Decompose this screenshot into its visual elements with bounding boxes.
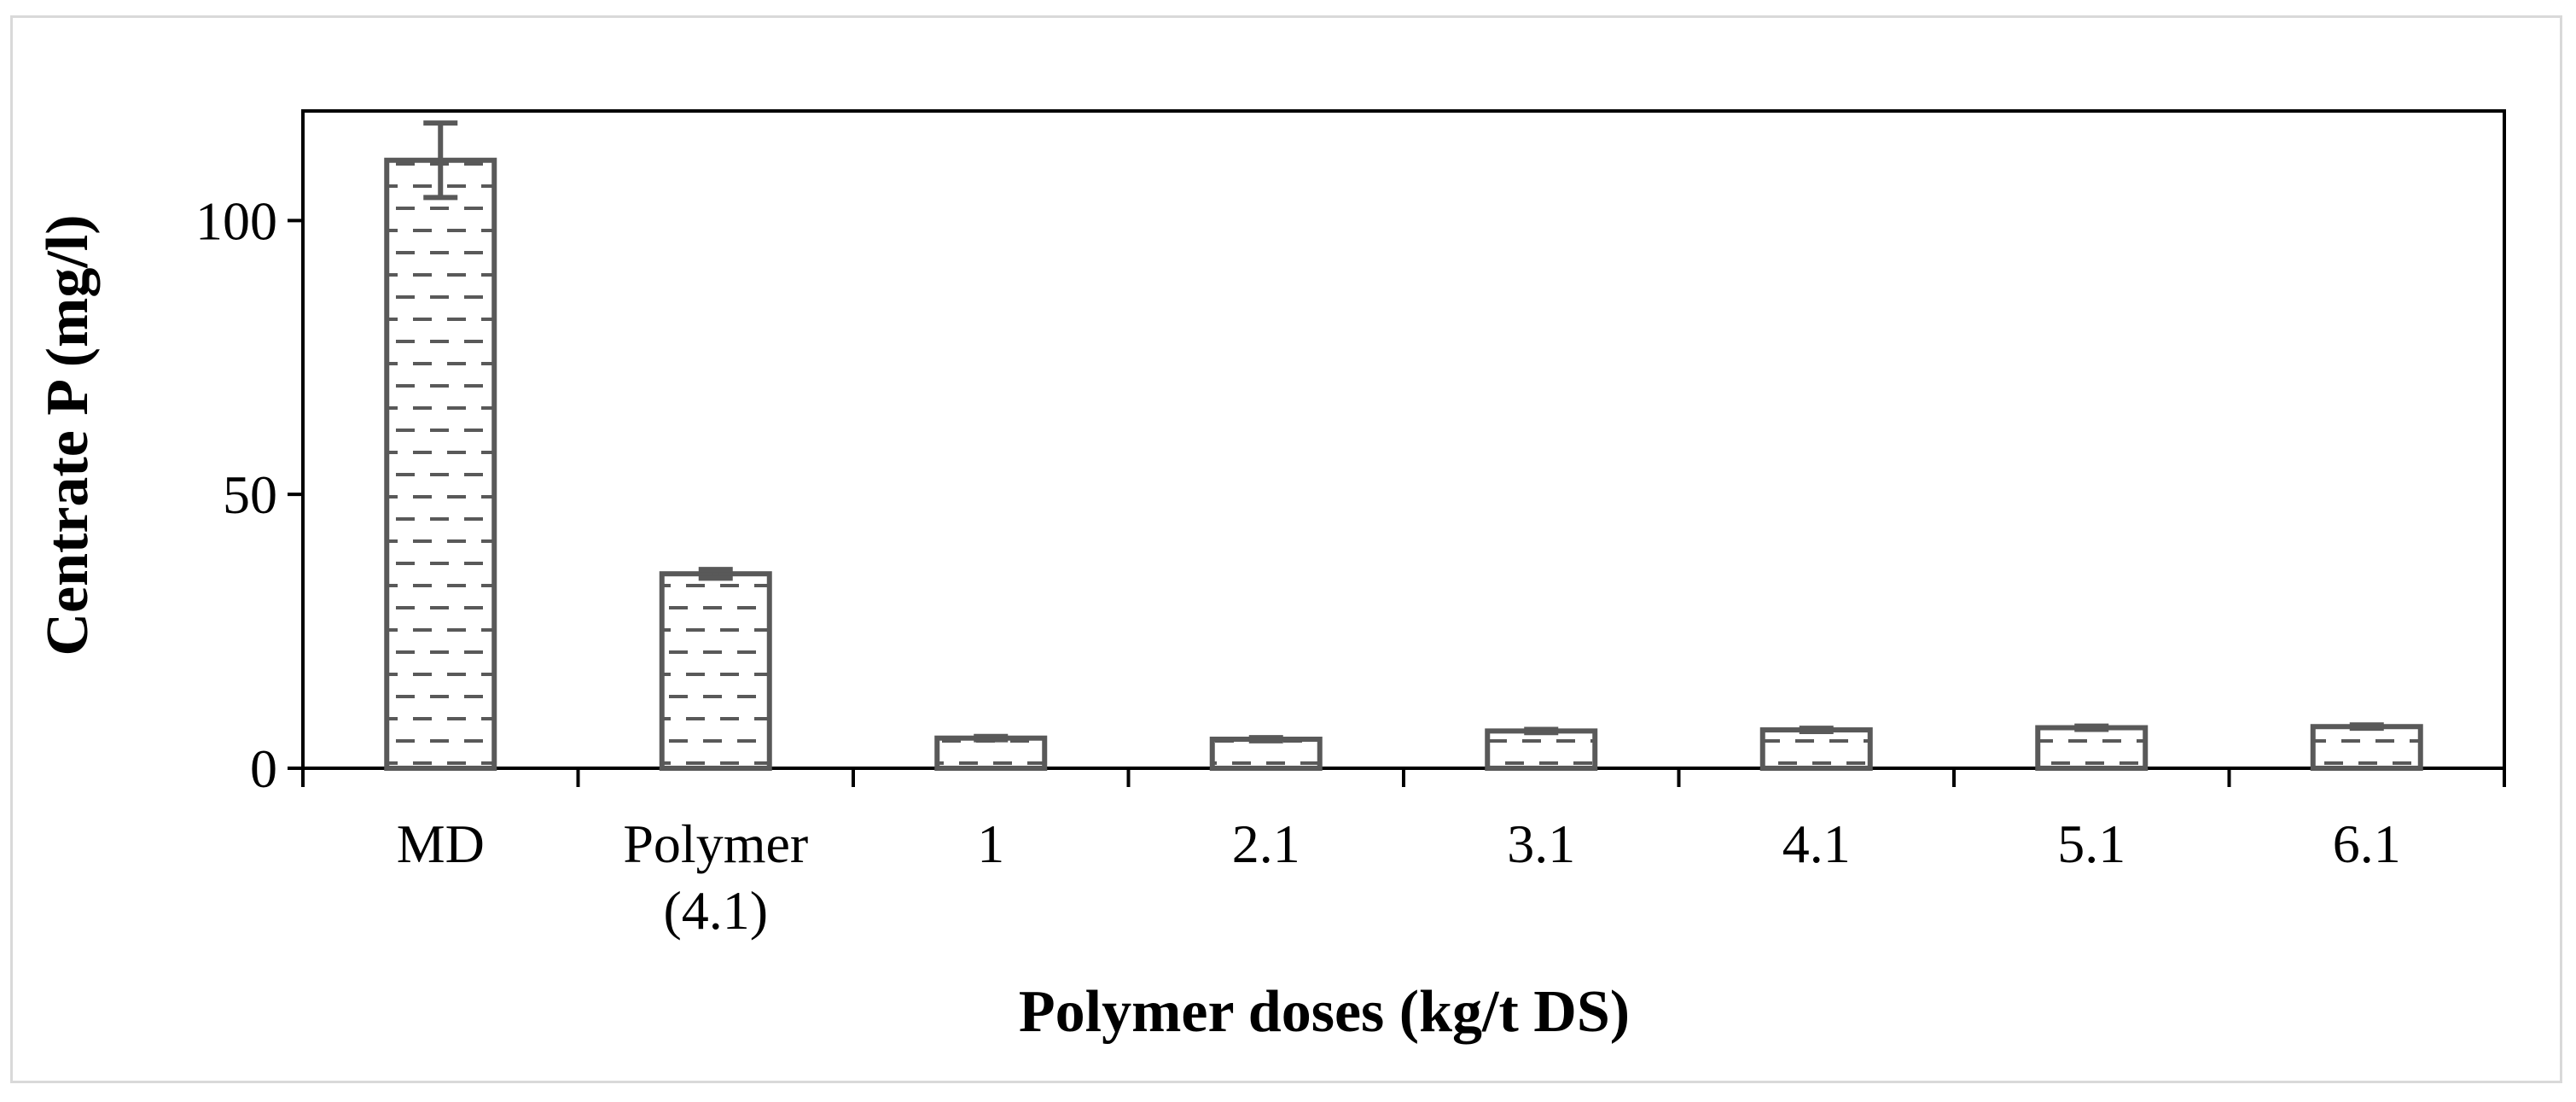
bar[interactable] [1759, 727, 1873, 771]
y-tick-label: 100 [195, 190, 277, 251]
bar[interactable] [2035, 725, 2149, 771]
y-tick-label: 50 [223, 464, 277, 525]
x-tick-label: 3.1 [1507, 813, 1575, 874]
x-tick-label: 4.1 [1782, 813, 1851, 874]
y-tick-label: 0 [250, 738, 277, 799]
x-tick-label: 2.1 [1232, 813, 1300, 874]
plot-area: 0 50 100 MD Polymer (4.1) 1 2.1 3.1 4.1 5.1 6.1 [195, 109, 2506, 941]
x-tick-label: 1 [977, 813, 1004, 874]
x-tick-label: 5.1 [2057, 813, 2125, 874]
x-tick-label: MD [397, 813, 485, 874]
bar[interactable] [934, 735, 1048, 771]
x-tick-label: 6.1 [2333, 813, 2401, 874]
bar[interactable] [384, 157, 497, 771]
bar[interactable] [1209, 736, 1323, 771]
x-axis-title: Polymer doses (kg/t DS) [1019, 979, 1630, 1045]
plot-border [301, 109, 2506, 770]
y-axis-title: Centrate P (mg/l) [35, 214, 101, 656]
bar[interactable] [2310, 724, 2423, 772]
x-tick-label: Polymer (4.1) [623, 813, 808, 941]
bar[interactable] [659, 571, 772, 771]
bar[interactable] [1485, 728, 1598, 771]
